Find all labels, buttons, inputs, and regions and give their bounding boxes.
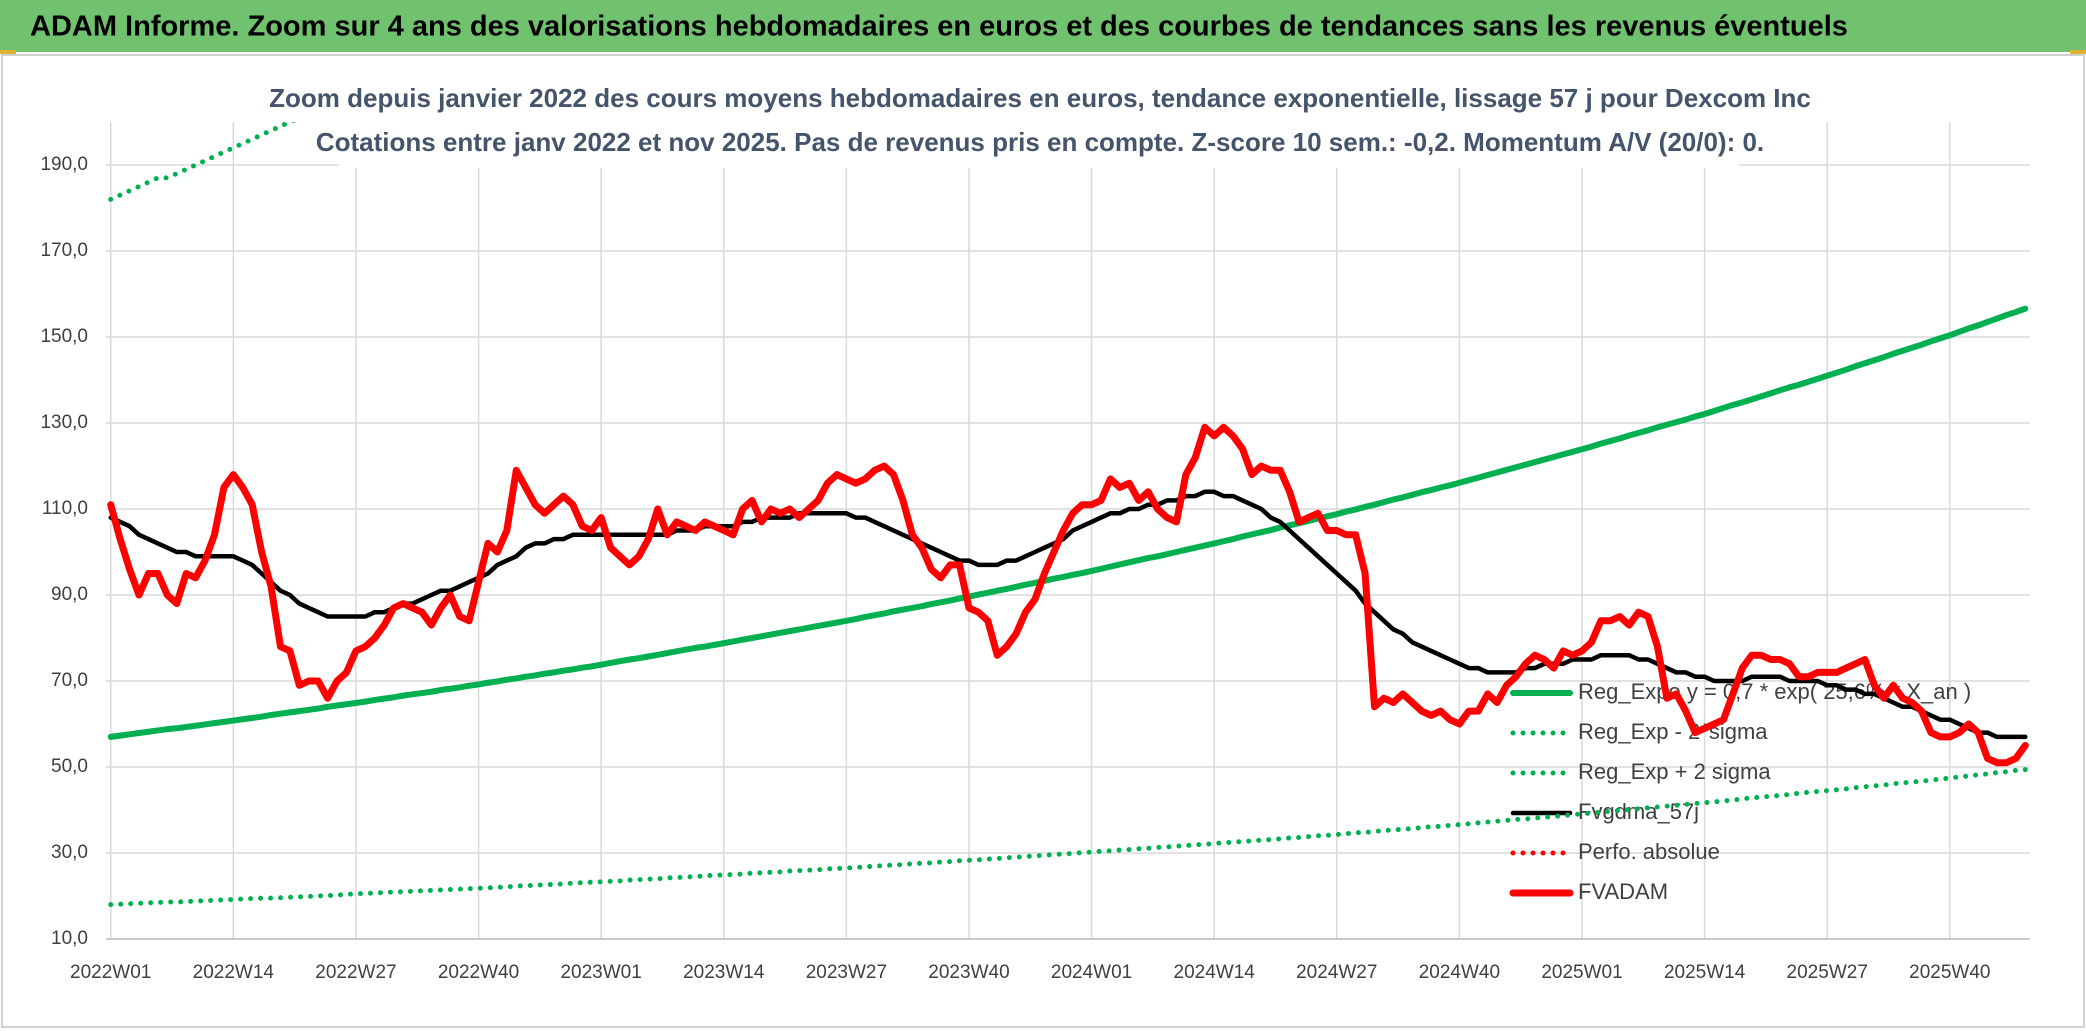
x-tick-label: 2022W27 xyxy=(315,962,396,983)
series-line xyxy=(108,767,2028,908)
x-tick-label: 2024W27 xyxy=(1296,962,1377,983)
y-tick-label: 110,0 xyxy=(42,498,88,519)
x-tick-label: 2023W14 xyxy=(683,962,765,983)
chart-border xyxy=(1,54,2085,1028)
y-tick-label: 150,0 xyxy=(40,326,88,347)
x-tick-label: 2023W01 xyxy=(560,962,641,983)
header-bar xyxy=(0,0,2086,52)
legend-label: Reg_Exp + 2 sigma xyxy=(1578,759,1771,784)
x-tick-label: 2024W40 xyxy=(1419,962,1500,983)
x-tick-label: 2022W01 xyxy=(70,962,151,983)
series-line xyxy=(107,423,2029,767)
title-box xyxy=(339,78,1739,168)
y-tick-label: 170,0 xyxy=(40,240,88,261)
x-tick-label: 2024W01 xyxy=(1051,962,1132,983)
y-tick-label: 50,0 xyxy=(51,756,88,777)
series-line xyxy=(107,305,2029,740)
x-tick-label: 2022W40 xyxy=(438,962,519,983)
x-tick-label: 2022W14 xyxy=(193,962,275,983)
y-tick-label: 30,0 xyxy=(51,842,88,863)
y-tick-label: 70,0 xyxy=(51,670,88,691)
legend-label: FVADAM xyxy=(1578,879,1668,904)
chart-title: Zoom depuis janvier 2022 des cours moyen… xyxy=(269,83,1811,113)
y-tick-label: 130,0 xyxy=(40,412,88,433)
series-line xyxy=(108,489,2028,740)
legend-label: Perfo. absolue xyxy=(1578,839,1720,864)
x-tick-label: 2025W40 xyxy=(1909,962,1990,983)
chart-subtitle: Cotations entre janv 2022 et nov 2025. P… xyxy=(316,127,1764,157)
y-tick-label: 10,0 xyxy=(51,928,88,949)
x-tick-label: 2024W14 xyxy=(1174,962,1256,983)
x-tick-label: 2025W01 xyxy=(1541,962,1622,983)
header-title: ADAM Informe. Zoom sur 4 ans des valoris… xyxy=(30,11,1848,43)
corner-accent xyxy=(2070,50,2086,54)
y-tick-label: 190,0 xyxy=(40,154,88,175)
legend-label: Reg_Exp - 2*sigma xyxy=(1578,719,1768,744)
x-tick-label: 2025W14 xyxy=(1664,962,1746,983)
y-tick-label: 90,0 xyxy=(51,584,88,605)
corner-accent xyxy=(0,50,16,54)
x-tick-label: 2023W40 xyxy=(928,962,1009,983)
x-tick-label: 2023W27 xyxy=(806,962,887,983)
x-tick-label: 2025W27 xyxy=(1787,962,1868,983)
